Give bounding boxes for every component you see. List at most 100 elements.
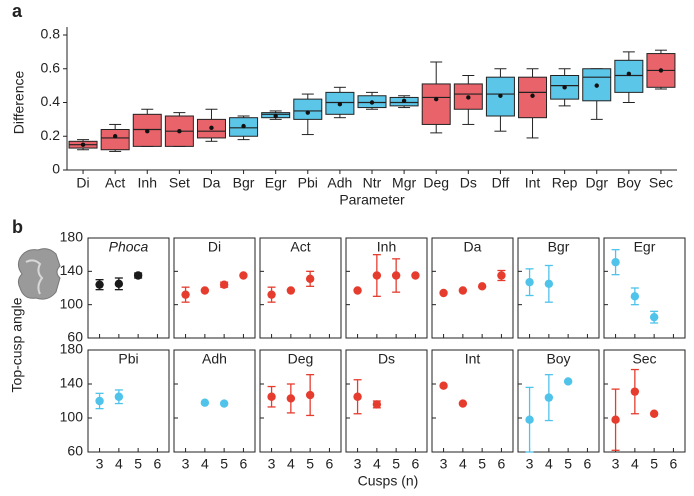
- x-tick-label: Da: [203, 175, 221, 191]
- y-tick-label: 0: [52, 161, 60, 177]
- point: [544, 279, 554, 289]
- point: [630, 292, 640, 301]
- point: [353, 392, 362, 401]
- x-tick-label: 5: [650, 456, 658, 472]
- panel-label: a: [12, 1, 23, 21]
- subplot-frame: [173, 237, 256, 339]
- mean: [466, 95, 471, 100]
- point: [286, 394, 296, 403]
- point: [439, 288, 448, 298]
- mean: [530, 93, 535, 98]
- point: [411, 271, 420, 280]
- y-tick-label: 0.2: [41, 127, 61, 143]
- box: [132, 113, 162, 147]
- point: [458, 399, 468, 408]
- x-tick-label: Set: [169, 175, 190, 191]
- x-tick-label: 3: [526, 456, 534, 472]
- point: [267, 392, 276, 401]
- x-tick-label: 4: [459, 456, 467, 472]
- x-tick-label: 3: [354, 456, 362, 472]
- y-tick-label: 60: [67, 443, 83, 459]
- y-tick-label: 0.6: [41, 59, 61, 75]
- subplot-title: Sec: [632, 351, 656, 367]
- mean: [626, 71, 632, 77]
- x-tick-label: 5: [392, 456, 400, 472]
- box: [100, 129, 130, 151]
- x-tick-label: 4: [287, 456, 295, 472]
- x-tick-label: 4: [201, 456, 209, 472]
- x-tick-label: Egr: [265, 175, 287, 191]
- y-axis-label: Difference: [11, 71, 27, 135]
- point: [525, 415, 534, 424]
- x-tick-label: Dgr: [585, 175, 608, 191]
- mean: [273, 113, 278, 119]
- x-tick-label: 6: [154, 456, 162, 472]
- point: [219, 280, 229, 289]
- point: [267, 290, 276, 299]
- box: [293, 98, 323, 120]
- box: [485, 76, 515, 117]
- subplot-frame: [603, 237, 686, 339]
- point: [525, 277, 534, 287]
- x-tick-label: Int: [525, 175, 541, 191]
- mean: [177, 128, 182, 134]
- x-tick-label: 3: [96, 456, 104, 472]
- point: [114, 392, 124, 401]
- point: [372, 400, 382, 409]
- mean: [434, 96, 439, 102]
- point: [649, 409, 659, 418]
- subplot-title: Da: [464, 239, 482, 255]
- x-tick-label: 5: [478, 456, 486, 472]
- mean: [369, 100, 375, 105]
- x-tick-label: Pbi: [298, 175, 318, 191]
- mean: [594, 83, 599, 88]
- point: [133, 271, 143, 280]
- x-tick-label: Deg: [423, 175, 449, 191]
- x-tick-label: Dff: [492, 175, 510, 191]
- y-axis-label: Top-cusp angle: [9, 297, 25, 392]
- subplot-frame: [259, 349, 342, 453]
- x-tick-label: Inh: [138, 175, 157, 191]
- x-tick-label: 3: [182, 456, 190, 472]
- point: [305, 390, 315, 400]
- point: [200, 286, 210, 295]
- x-tick-label: 6: [584, 456, 592, 472]
- subplot-title: Int: [465, 351, 481, 367]
- subplot-frame: [431, 237, 514, 339]
- subplot-title: Act: [290, 239, 310, 255]
- mean: [112, 134, 118, 139]
- subplot-frame: [345, 349, 428, 453]
- subplot-title: Boy: [546, 351, 570, 367]
- point: [477, 282, 487, 291]
- point: [630, 387, 640, 396]
- box: [421, 83, 451, 125]
- point: [649, 312, 659, 322]
- mean: [337, 101, 343, 107]
- subplot-frame: [87, 237, 170, 339]
- x-tick-label: Di: [76, 175, 89, 191]
- subplot-frame: [517, 349, 600, 453]
- x-tick-label: 6: [326, 456, 334, 472]
- x-tick-label: 3: [440, 456, 448, 472]
- skull-detail: [25, 259, 44, 295]
- subplot-title: Di: [208, 239, 221, 255]
- mean: [241, 123, 246, 129]
- mean: [209, 125, 214, 131]
- point: [95, 280, 104, 289]
- x-tick-label: 6: [240, 456, 248, 472]
- y-tick-label: 60: [67, 329, 83, 345]
- subplot-title: Pbi: [118, 351, 138, 367]
- subplot-title: Ds: [378, 351, 395, 367]
- x-axis-label: Parameter: [339, 192, 405, 208]
- point: [391, 271, 401, 280]
- subplot-title: Inh: [377, 239, 396, 255]
- panel-label: b: [12, 217, 23, 237]
- subplot-frame: [259, 237, 342, 339]
- point: [611, 415, 620, 424]
- point: [353, 286, 362, 295]
- point: [305, 274, 315, 284]
- x-tick-label: 5: [134, 456, 142, 472]
- x-tick-label: Adh: [327, 175, 352, 191]
- x-tick-label: Act: [105, 175, 125, 191]
- x-tick-label: Ntr: [363, 175, 382, 191]
